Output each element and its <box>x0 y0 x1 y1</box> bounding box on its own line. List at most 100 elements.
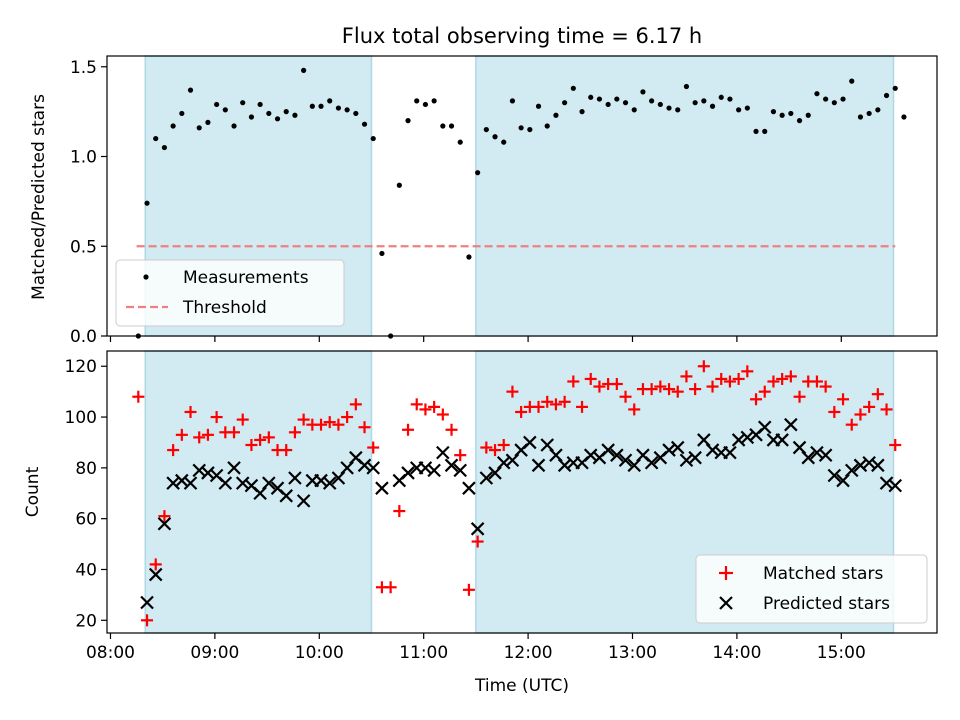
count-matched-stars-point-4 <box>167 444 180 457</box>
count-predicted-stars-point-1 <box>148 567 163 582</box>
ratio-measurements-point-19 <box>301 67 307 73</box>
ratio-measurements-point-68 <box>727 96 733 102</box>
count-predicted-stars-point-76 <box>810 445 824 460</box>
count-matched-stars-point-69 <box>732 372 745 385</box>
count-matched-stars-point-62 <box>671 385 684 398</box>
count-matched-stars-point-68 <box>723 375 736 388</box>
legend-matched-label: Matched stars <box>763 564 883 584</box>
count-predicted-stars-point-21 <box>322 476 337 490</box>
ratio-panel-marks <box>135 67 907 339</box>
count-matched-stars-point-52 <box>584 372 597 385</box>
count-y-axis-label: Count <box>23 466 43 517</box>
ratio-measurements-point-32 <box>414 98 420 104</box>
count-predicted-stars-point-70 <box>757 420 772 434</box>
ratio-measurements-point-24 <box>344 107 350 113</box>
count-predicted-stars-point-52 <box>601 443 615 457</box>
count-matched-stars-point-11 <box>228 426 241 439</box>
count-predicted-stars-point-0 <box>140 595 154 610</box>
count-x-tick-label-4: 12:00 <box>504 643 553 663</box>
count-predicted-stars-point-20 <box>314 473 328 488</box>
ratio-measurements-point-22 <box>327 98 333 104</box>
count-matched-stars-point-21 <box>315 418 328 431</box>
count-predicted-stars-point-40 <box>496 456 511 470</box>
count-predicted-stars-point-53 <box>610 448 624 462</box>
count-predicted-stars-point-66 <box>723 445 737 460</box>
count-x-tick-label-7: 15:00 <box>817 643 866 663</box>
ratio-measurements-point-62 <box>675 107 681 113</box>
count-matched-stars-point-70 <box>741 365 754 378</box>
ratio-measurements-point-17 <box>283 109 289 115</box>
ratio-measurements-point-27 <box>370 135 376 142</box>
count-predicted-stars-point-57 <box>644 456 659 470</box>
ratio-measurements-point-56 <box>622 100 629 106</box>
ratio-measurements-point-42 <box>501 139 507 145</box>
count-legend: Matched stars Predicted stars <box>695 554 928 624</box>
count-matched-stars-point-27 <box>367 441 380 454</box>
ratio-measurements-point-3 <box>161 144 168 151</box>
count-panel-axes: 08:00 09:00 10:00 11:00 12:00 13:00 14:00 15:00… <box>65 357 866 663</box>
count-matched-stars-point-30 <box>393 505 406 518</box>
ratio-measurements-point-81 <box>840 96 846 102</box>
ratio-measurements-point-39 <box>475 170 481 176</box>
ratio-measurements-point-2 <box>153 135 159 142</box>
count-matched-stars-point-59 <box>645 383 658 396</box>
count-matched-stars-point-84 <box>863 400 876 413</box>
ratio-measurements-point-28 <box>379 250 385 257</box>
count-matched-stars-point-55 <box>610 378 623 391</box>
ratio-measurements-point-74 <box>779 112 785 118</box>
ratio-measurements-point-38 <box>466 254 472 260</box>
ratio-measurements-point-79 <box>823 96 829 102</box>
count-predicted-stars-point-43 <box>523 435 537 450</box>
count-predicted-stars-point-37 <box>470 522 485 536</box>
count-matched-stars-point-18 <box>288 426 301 439</box>
count-matched-stars-point-7 <box>193 431 206 444</box>
ratio-measurements-point-35 <box>440 123 446 129</box>
ratio-measurements-point-69 <box>736 107 742 113</box>
count-matched-stars-point-36 <box>445 423 458 436</box>
ratio-measurements-point-11 <box>231 123 237 129</box>
ratio-measurements-point-36 <box>448 123 455 129</box>
count-x-tick-label-6: 14:00 <box>712 643 761 663</box>
count-predicted-stars-point-62 <box>688 450 702 465</box>
count-predicted-stars-point-84 <box>879 476 894 490</box>
count-predicted-stars-point-26 <box>366 461 381 475</box>
count-x-tick-label-2: 10:00 <box>295 643 344 663</box>
count-predicted-stars-point-61 <box>679 453 694 468</box>
count-matched-stars-point-75 <box>784 370 797 383</box>
ratio-measurements-point-46 <box>535 103 542 109</box>
ratio-measurements-point-70 <box>744 105 750 111</box>
count-matched-stars-point-56 <box>619 390 632 403</box>
count-matched-stars-point-41 <box>489 444 502 457</box>
count-matched-stars-point-3 <box>158 510 171 523</box>
count-matched-stars-point-44 <box>515 405 528 418</box>
count-matched-stars-point-19 <box>297 413 310 426</box>
ratio-measurements-point-80 <box>831 100 837 106</box>
count-predicted-stars-point-72 <box>775 433 789 447</box>
count-legend-box <box>695 554 928 624</box>
count-matched-stars-point-34 <box>428 400 441 413</box>
count-matched-stars-point-40 <box>480 441 493 454</box>
count-matched-stars-point-86 <box>880 403 893 416</box>
count-y-tick-label-2: 60 <box>75 510 97 530</box>
ratio-measurements-point-18 <box>292 112 298 118</box>
count-matched-stars-point-22 <box>323 416 336 429</box>
count-predicted-stars-point-32 <box>427 463 441 478</box>
ratio-measurements-point-82 <box>849 78 855 84</box>
ratio-measurements-point-26 <box>361 121 368 127</box>
ratio-measurements-point-57 <box>631 107 637 113</box>
ratio-measurements-point-44 <box>518 125 524 131</box>
count-matched-stars-point-31 <box>402 423 415 436</box>
count-matched-stars-point-5 <box>175 428 188 441</box>
count-matched-stars-point-50 <box>567 375 580 388</box>
count-predicted-stars-point-18 <box>296 494 311 508</box>
legend-predicted-label: Predicted stars <box>763 594 890 614</box>
chart-title: Flux total observing time = 6.17 h <box>342 24 702 48</box>
count-panel-marks <box>132 360 903 627</box>
count-predicted-stars-point-33 <box>436 445 450 460</box>
ratio-measurements-point-40 <box>483 126 489 133</box>
ratio-measurements-point-34 <box>431 98 437 104</box>
count-predicted-stars-point-77 <box>818 448 833 462</box>
count-predicted-stars-point-85 <box>888 478 903 493</box>
ratio-y-tick-label-3: 1.5 <box>70 58 97 78</box>
count-predicted-stars-point-47 <box>557 458 572 473</box>
